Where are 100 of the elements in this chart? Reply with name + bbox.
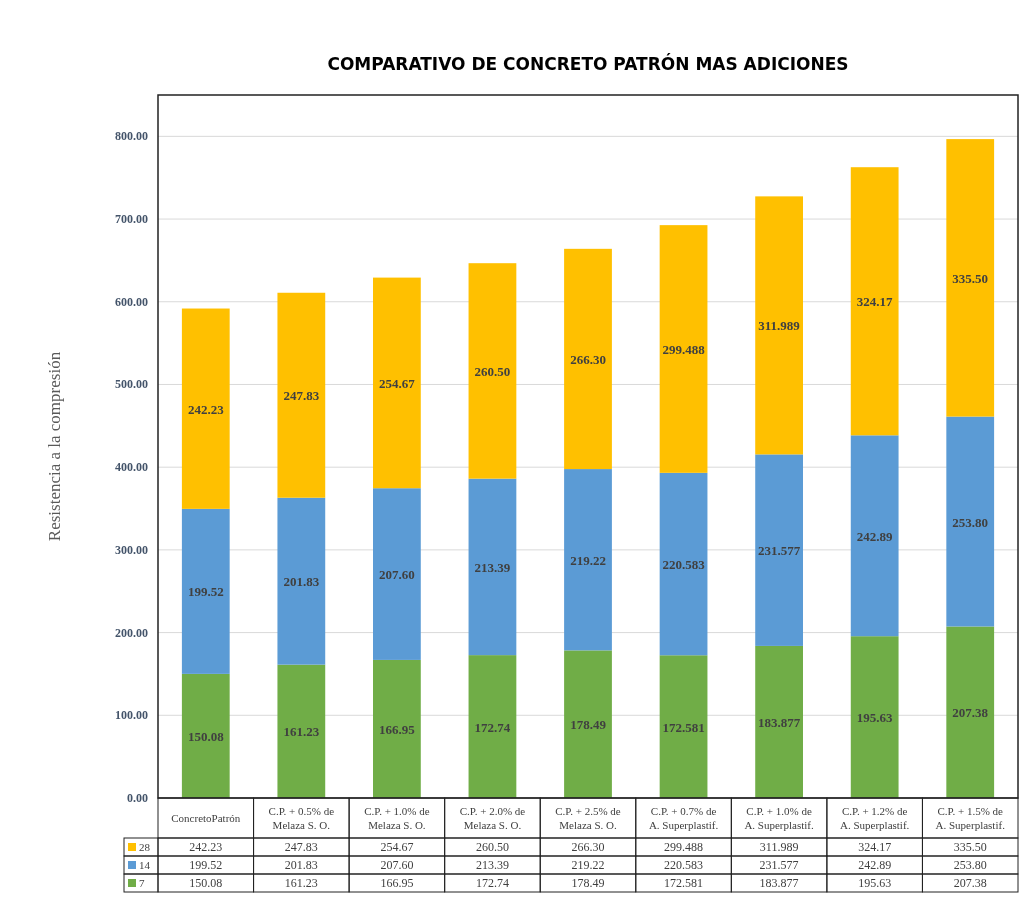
y-tick-label: 0.00 xyxy=(127,791,148,805)
bar xyxy=(755,454,803,646)
bar xyxy=(659,225,708,473)
bar xyxy=(850,636,899,798)
text: 166.95 xyxy=(379,721,415,737)
bar xyxy=(373,277,421,489)
bar xyxy=(181,308,230,509)
text: 247.83 xyxy=(283,388,320,404)
bar xyxy=(946,416,995,627)
text: 161.23 xyxy=(283,724,320,740)
data-label: 247.83 xyxy=(284,840,318,854)
bar xyxy=(277,497,326,665)
data-label: 299.488 xyxy=(664,840,704,854)
data-label: 201.83 xyxy=(284,858,318,872)
y-tick-label: 800.00 xyxy=(115,129,148,144)
bar xyxy=(564,650,612,798)
text: 201.83 xyxy=(283,574,320,590)
data-label: 260.50 xyxy=(475,840,509,854)
text: 172.74 xyxy=(474,719,511,735)
text: 199.52 xyxy=(187,584,224,600)
text: 183.877 xyxy=(757,714,801,730)
bar xyxy=(659,655,708,798)
data-label: 266.30 xyxy=(571,840,605,854)
data-label: 253.80 xyxy=(953,858,987,872)
bar xyxy=(850,435,899,637)
bar xyxy=(468,263,517,479)
bar xyxy=(373,659,421,798)
data-label: 242.89 xyxy=(858,858,892,872)
text: 231.577 xyxy=(757,543,801,559)
text: 242.89 xyxy=(856,528,893,544)
data-label: 231.577 xyxy=(759,858,799,872)
text: 213.39 xyxy=(474,559,511,575)
bar xyxy=(373,488,421,660)
bar xyxy=(564,248,612,470)
x-tick-label: C.P. + 1.2% de A. Superplastif. xyxy=(839,805,910,831)
x-tick-label: C.P. + 0.7% de A. Superplastif. xyxy=(648,805,719,831)
data-label: 254.67 xyxy=(380,840,414,854)
text: 242.23 xyxy=(187,401,224,417)
text: 220.583 xyxy=(662,557,705,573)
text: 207.60 xyxy=(379,567,415,583)
bar xyxy=(946,626,995,798)
data-label: 213.39 xyxy=(475,858,509,872)
data-label: 195.63 xyxy=(858,876,892,890)
bar xyxy=(659,472,708,656)
data-label: 311.989 xyxy=(759,840,799,854)
text: 219.22 xyxy=(570,552,606,568)
bar xyxy=(564,469,612,651)
text: 335.50 xyxy=(952,270,989,286)
y-tick-label: 100.00 xyxy=(115,708,148,723)
bar xyxy=(468,655,517,798)
text: 324.17 xyxy=(856,294,893,310)
text: 253.80 xyxy=(952,514,989,530)
y-tick-label: 200.00 xyxy=(115,625,148,640)
y-tick-label: 300.00 xyxy=(115,542,148,557)
legend-label: 28 xyxy=(139,841,151,853)
data-label: 207.60 xyxy=(380,858,414,872)
data-label: 242.23 xyxy=(189,840,223,854)
data-label: 178.49 xyxy=(571,876,605,890)
data-label: 150.08 xyxy=(189,876,223,890)
y-tick-label: 500.00 xyxy=(115,377,148,392)
data-label: 172.74 xyxy=(475,876,509,890)
bar xyxy=(277,664,326,798)
legend-label: 14 xyxy=(139,859,151,871)
y-tick-label: 600.00 xyxy=(115,294,148,309)
text: 172.581 xyxy=(662,719,705,735)
data-label: 183.877 xyxy=(759,876,799,890)
text: 195.63 xyxy=(856,710,893,726)
x-tick-label: C.P. + 2.5% de Melaza S. O. xyxy=(555,805,621,831)
chart-title: COMPARATIVO DE CONCRETO PATRÓN MAS ADICIONES xyxy=(327,53,849,74)
y-tick-label: 400.00 xyxy=(115,460,148,475)
text: 311.989 xyxy=(758,318,800,334)
data-label: 207.38 xyxy=(953,876,987,890)
bar xyxy=(277,292,326,498)
bar xyxy=(946,139,995,417)
bar xyxy=(755,645,803,798)
x-tick-label: C.P. + 1.5% de A. Superplastif. xyxy=(935,805,1006,831)
text: 254.67 xyxy=(379,375,415,391)
text: 150.08 xyxy=(187,728,224,744)
data-label: 335.50 xyxy=(953,840,987,854)
bar xyxy=(181,673,230,798)
text: 207.38 xyxy=(952,705,989,721)
data-label: 324.17 xyxy=(858,840,892,854)
text: 260.50 xyxy=(474,363,511,379)
text: 266.30 xyxy=(570,351,606,367)
x-tick-label: C.P. + 0.5% de Melaza S. O. xyxy=(268,805,335,831)
text: 178.49 xyxy=(570,717,606,733)
x-tick-label: C.P. + 2.0% de Melaza S. O. xyxy=(459,805,526,831)
data-label: 199.52 xyxy=(189,858,223,872)
bar xyxy=(468,478,517,656)
bar xyxy=(181,508,230,674)
bar xyxy=(755,196,803,455)
y-tick-label: 700.00 xyxy=(115,212,148,227)
y-axis-title: Resistencia a la compresión xyxy=(45,351,64,542)
x-tick-label: C.P. + 1.0% de Melaza S. O. xyxy=(364,805,430,831)
x-tick-label: ConcretoPatrón xyxy=(171,812,241,824)
bar xyxy=(850,167,899,436)
data-label: 172.581 xyxy=(664,876,704,890)
x-tick-label: C.P. + 1.0% de A. Superplastif. xyxy=(744,805,815,831)
data-label: 161.23 xyxy=(284,876,318,890)
data-label: 220.583 xyxy=(664,858,704,872)
